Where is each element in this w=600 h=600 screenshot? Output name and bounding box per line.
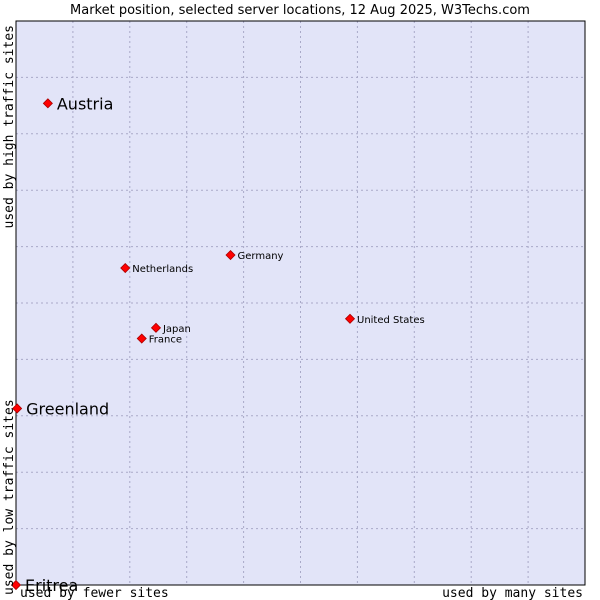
point-label-austria: Austria	[57, 94, 114, 113]
point-greenland: Greenland	[12, 399, 109, 418]
point-marker-greenland	[12, 403, 23, 414]
point-united-states: United States	[344, 313, 425, 326]
point-france: France	[136, 333, 182, 346]
x-axis-label-left: used by fewer sites	[20, 586, 169, 600]
chart-title: Market position, selected server locatio…	[70, 3, 530, 18]
point-marker-france	[136, 333, 147, 344]
point-netherlands: Netherlands	[120, 262, 193, 275]
point-label-france: France	[149, 335, 182, 346]
plot-border	[15, 20, 586, 586]
point-marker-germany	[225, 249, 236, 261]
point-austria: Austria	[42, 94, 114, 113]
point-japan: Japan	[150, 322, 191, 335]
point-label-japan: Japan	[162, 324, 191, 335]
point-label-united-states: United States	[357, 315, 425, 326]
point-eritrea: Eritrea	[10, 576, 78, 595]
point-marker-japan	[150, 322, 162, 333]
point-label-germany: Germany	[238, 251, 284, 262]
y-axis-label-top: used by high traffic sites	[2, 25, 17, 229]
point-germany: Germany	[225, 249, 284, 262]
point-label-eritrea: Eritrea	[25, 576, 78, 595]
point-marker-netherlands	[120, 262, 131, 274]
point-marker-eritrea	[10, 579, 22, 591]
point-label-greenland: Greenland	[26, 399, 109, 418]
point-label-netherlands: Netherlands	[132, 264, 193, 275]
point-marker-austria	[42, 98, 53, 109]
x-axis-label-right: used by many sites	[442, 586, 583, 600]
data-points: Austria Greenland Eritrea Germany Netherland…	[10, 94, 425, 595]
y-axis-label-bottom: used by low traffic sites	[2, 399, 17, 595]
point-marker-united-states	[344, 313, 356, 324]
grid-lines	[16, 21, 585, 585]
